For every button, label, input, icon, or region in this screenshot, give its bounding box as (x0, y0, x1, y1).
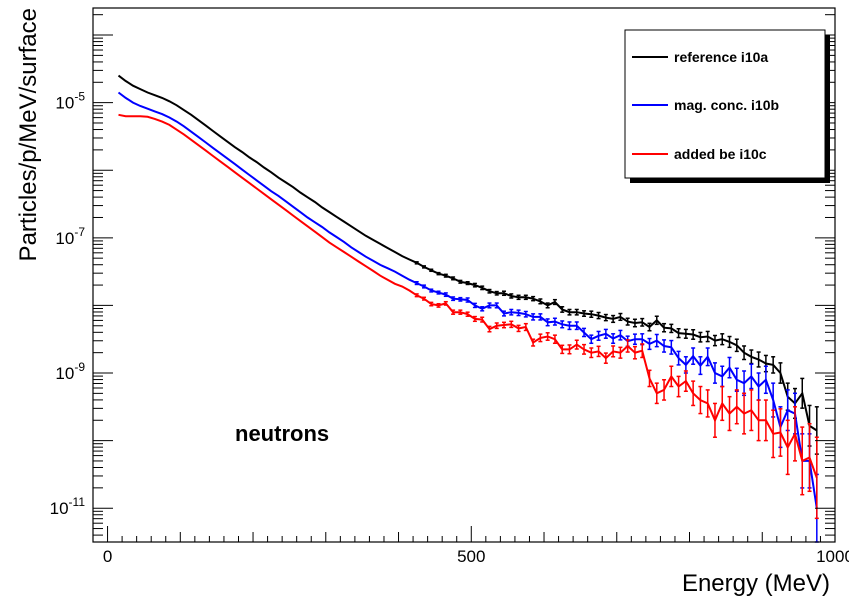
y-axis-label: Particles/p/MeV/surface (15, 8, 42, 261)
x-tick-label-1: 500 (457, 547, 485, 566)
plot-frame (92, 7, 836, 543)
y-tick-label-1: 10-7 (55, 225, 85, 248)
legend-label-1: mag. conc. i10b (674, 97, 779, 113)
series-layer (117, 74, 819, 543)
y-tick-label-3: 10-11 (50, 495, 86, 518)
y-tick-label-0: 10-5 (55, 90, 85, 113)
series-0 (117, 74, 819, 455)
x-tick-label-0: 0 (103, 547, 112, 566)
x-axis-label: Energy (MeV) (682, 570, 830, 597)
y-tick-label-2: 10-9 (55, 360, 85, 383)
legend: reference i10a mag. conc. i10b added be … (624, 29, 830, 183)
legend-label-0: reference i10a (674, 49, 768, 65)
legend-label-2: added be i10c (674, 146, 767, 162)
x-tick-label-2: 1000 (816, 547, 849, 566)
series-2 (118, 113, 819, 520)
annotation-label: neutrons (235, 421, 329, 446)
